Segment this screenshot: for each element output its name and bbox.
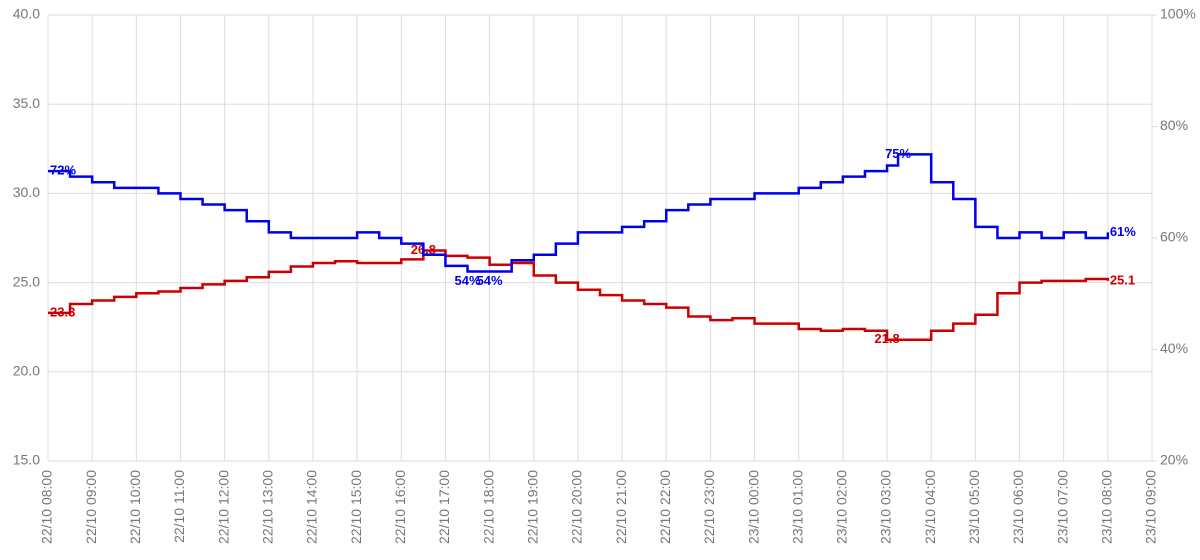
x-tick-label: 23/10 07:00 bbox=[1054, 470, 1070, 544]
x-tick-label: 22/10 12:00 bbox=[215, 470, 231, 544]
y2-tick-label: 20% bbox=[1160, 452, 1188, 468]
data-label: 54% bbox=[455, 273, 481, 288]
x-tick-label: 23/10 00:00 bbox=[745, 470, 761, 544]
x-tick-label: 23/10 03:00 bbox=[878, 470, 894, 544]
x-tick-label: 22/10 16:00 bbox=[392, 470, 408, 544]
series-line bbox=[48, 249, 1110, 341]
data-label: 23.3 bbox=[50, 304, 75, 319]
x-tick-label: 22/10 18:00 bbox=[480, 470, 496, 544]
x-tick-label: 22/10 13:00 bbox=[260, 470, 276, 544]
data-label: 61% bbox=[1110, 224, 1136, 239]
x-tick-label: 22/10 20:00 bbox=[569, 470, 585, 544]
x-tick-label: 22/10 21:00 bbox=[613, 470, 629, 544]
x-tick-label: 22/10 19:00 bbox=[524, 470, 540, 544]
y-tick-label: 30.0 bbox=[13, 184, 40, 200]
y-tick-label: 40.0 bbox=[13, 6, 40, 22]
y2-tick-label: 100% bbox=[1160, 6, 1196, 22]
x-tick-label: 22/10 08:00 bbox=[39, 470, 55, 544]
data-label: 25.1 bbox=[1110, 272, 1135, 287]
y-tick-label: 20.0 bbox=[13, 363, 40, 379]
y2-tick-label: 60% bbox=[1160, 229, 1188, 245]
x-tick-label: 22/10 09:00 bbox=[83, 470, 99, 544]
series-line bbox=[48, 153, 1110, 273]
x-tick-label: 23/10 04:00 bbox=[922, 470, 938, 544]
data-label: 54% bbox=[477, 273, 503, 288]
y-tick-label: 25.0 bbox=[13, 273, 40, 289]
x-tick-label: 23/10 02:00 bbox=[834, 470, 850, 544]
x-tick-label: 22/10 15:00 bbox=[348, 470, 364, 544]
x-tick-label: 23/10 05:00 bbox=[966, 470, 982, 544]
data-label: 21.8 bbox=[874, 331, 899, 346]
x-tick-label: 23/10 08:00 bbox=[1099, 470, 1115, 544]
y-tick-label: 35.0 bbox=[13, 95, 40, 111]
x-tick-label: 22/10 10:00 bbox=[127, 470, 143, 544]
x-tick-label: 23/10 09:00 bbox=[1143, 470, 1159, 544]
x-tick-label: 22/10 14:00 bbox=[304, 470, 320, 544]
x-tick-label: 22/10 23:00 bbox=[701, 470, 717, 544]
x-tick-label: 22/10 11:00 bbox=[171, 470, 187, 543]
data-label: 75% bbox=[885, 146, 911, 161]
y-tick-label: 15.0 bbox=[13, 452, 40, 468]
y2-tick-label: 80% bbox=[1160, 117, 1188, 133]
x-tick-label: 22/10 17:00 bbox=[436, 470, 452, 544]
x-tick-label: 22/10 22:00 bbox=[657, 470, 673, 544]
data-label: 72% bbox=[50, 163, 76, 178]
x-tick-label: 23/10 01:00 bbox=[789, 470, 805, 544]
y2-tick-label: 40% bbox=[1160, 340, 1188, 356]
x-tick-label: 23/10 06:00 bbox=[1010, 470, 1026, 544]
